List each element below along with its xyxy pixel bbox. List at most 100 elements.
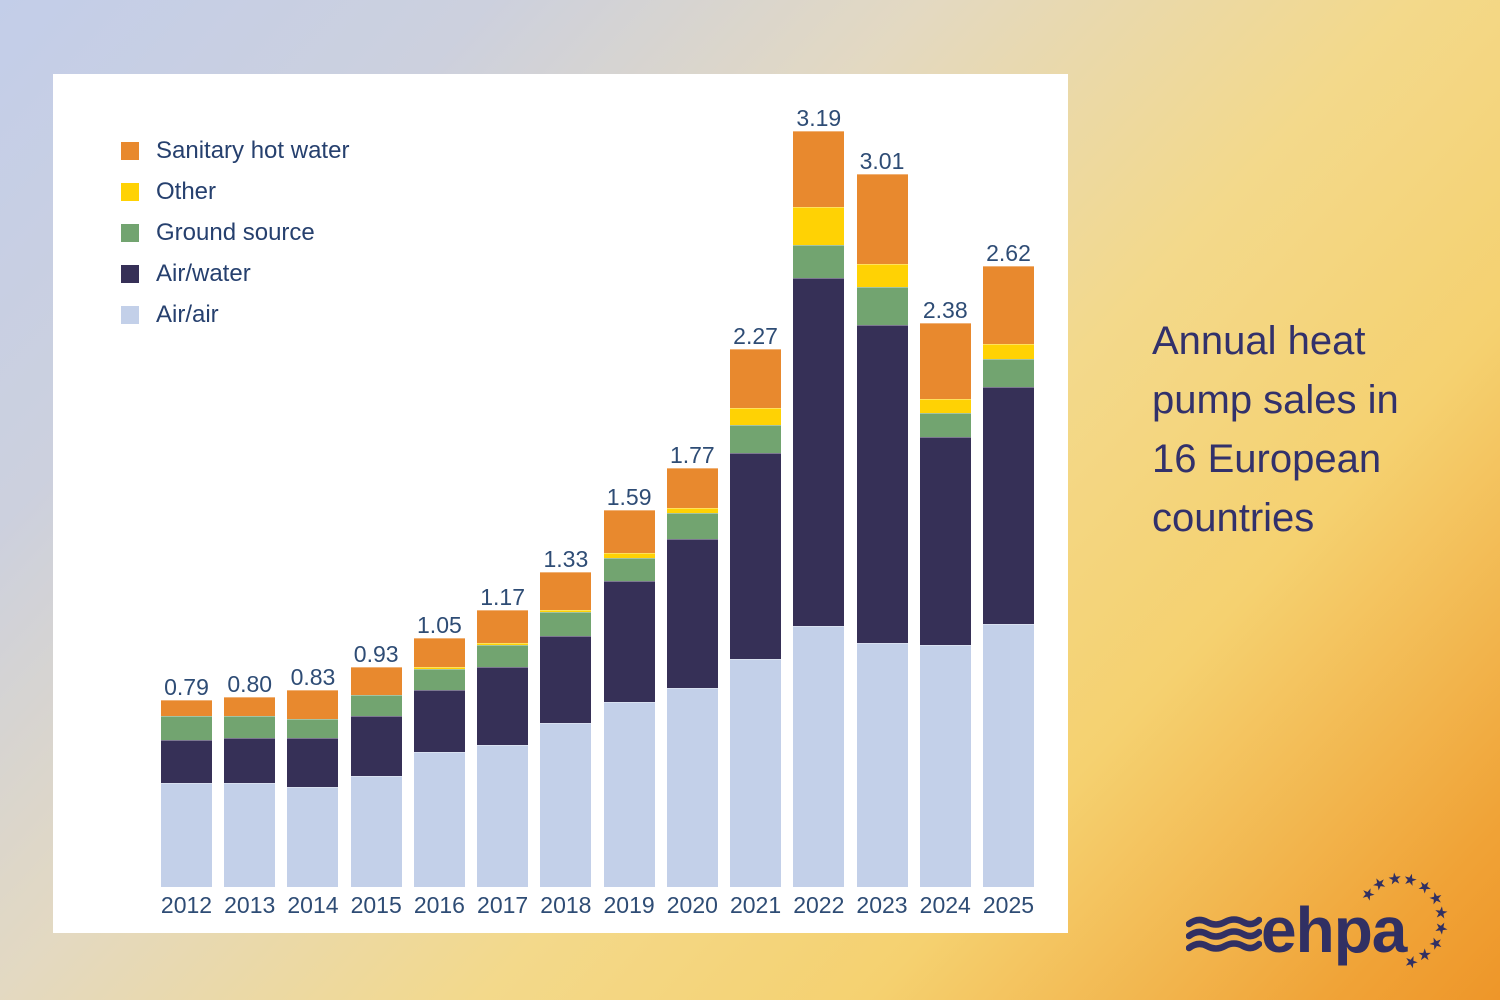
segment-air-water	[603, 581, 655, 703]
segment-sanitary-hot-water	[477, 609, 529, 643]
segment-air-air	[730, 659, 782, 887]
legend-swatch-air-water	[121, 264, 139, 283]
segment-ground-source	[982, 358, 1034, 387]
x-axis-label: 2014	[287, 892, 339, 918]
segment-air-air	[413, 751, 465, 887]
segment-air-air	[793, 626, 845, 887]
segment-air-air	[161, 782, 212, 887]
bar-total-label: 0.80	[227, 671, 273, 698]
segment-sanitary-hot-water	[856, 173, 908, 264]
bar-total-label: 1.33	[543, 545, 589, 572]
segment-air-air	[350, 775, 402, 887]
segment-other	[413, 666, 465, 669]
segment-ground-source	[540, 612, 592, 636]
segment-air-water	[793, 277, 845, 627]
segment-sanitary-hot-water	[224, 697, 276, 717]
bar-2019	[603, 510, 655, 887]
legend-item: Sanitary hot water	[121, 130, 349, 171]
segment-sanitary-hot-water	[666, 467, 718, 508]
eu-star-icon: ★	[1401, 870, 1420, 891]
legend-item: Ground source	[121, 212, 349, 253]
waves-icon	[1186, 916, 1262, 952]
chart-panel: Sanitary hot water Other Ground source Air/…	[53, 74, 1068, 933]
segment-sanitary-hot-water	[350, 666, 402, 696]
segment-air-water	[413, 690, 465, 752]
eu-star-icon: ★	[1413, 943, 1436, 966]
infographic-title: Annual heat pump sales in 16 European co…	[1152, 319, 1399, 540]
segment-air-air	[666, 687, 718, 887]
segment-air-water	[666, 538, 718, 688]
eu-star-icon: ★	[1431, 919, 1451, 938]
x-axis-label: 2025	[982, 892, 1035, 918]
segment-ground-source	[224, 716, 276, 738]
eu-star-icon: ★	[1431, 904, 1451, 922]
legend-item-label: Air/air	[156, 300, 219, 328]
x-axis-label: 2019	[603, 892, 655, 918]
eu-star-icon: ★	[1423, 888, 1447, 910]
x-axis-label: 2013	[224, 892, 276, 918]
segment-air-air	[224, 782, 276, 887]
segment-air-water	[287, 737, 339, 788]
segment-sanitary-hot-water	[161, 699, 212, 717]
segment-air-water	[919, 436, 971, 646]
segment-air-water	[224, 737, 276, 783]
bar-2017	[477, 609, 529, 887]
bar-2015	[350, 666, 402, 887]
bar-total-label: 1.59	[606, 484, 652, 511]
bar-2021	[730, 349, 782, 887]
legend-item-label: Ground source	[156, 218, 315, 246]
segment-sanitary-hot-water	[982, 266, 1034, 345]
segment-air-water	[856, 325, 908, 643]
legend-item: Air/water	[121, 253, 349, 294]
segment-air-air	[477, 744, 529, 887]
segment-ground-source	[413, 668, 465, 691]
bar-2014	[287, 690, 339, 887]
bar-2020	[666, 467, 718, 887]
segment-sanitary-hot-water	[287, 690, 339, 719]
segment-ground-source	[730, 424, 782, 454]
segment-air-air	[603, 702, 655, 887]
segment-air-air	[540, 723, 592, 887]
bar-2024	[919, 322, 971, 887]
legend-item-label: Air/water	[156, 259, 251, 287]
segment-other	[477, 642, 529, 646]
x-axis-label: 2022	[793, 892, 845, 918]
bar-total-label: 3.19	[796, 104, 842, 131]
bar-total-label: 2.27	[733, 323, 778, 349]
segment-sanitary-hot-water	[919, 322, 971, 399]
segment-other	[919, 398, 971, 414]
segment-air-air	[287, 787, 339, 887]
legend-swatch-air-air	[121, 305, 139, 324]
legend-swatch-sanitary-hot-water	[121, 141, 139, 160]
bar-2023	[856, 173, 908, 887]
segment-sanitary-hot-water	[603, 510, 655, 553]
segment-air-water	[477, 666, 529, 745]
segment-ground-source	[603, 557, 655, 582]
segment-air-water	[982, 386, 1034, 624]
segment-ground-source	[287, 718, 339, 738]
chart-legend: Sanitary hot water Other Ground source Air/…	[121, 130, 349, 335]
bar-2013	[224, 697, 276, 887]
segment-air-air	[919, 645, 971, 887]
segment-other	[730, 408, 782, 425]
segment-other	[540, 609, 592, 613]
x-axis-label: 2021	[729, 892, 782, 918]
legend-swatch-other	[121, 182, 139, 201]
segment-other	[603, 552, 655, 558]
bar-2012	[161, 699, 212, 887]
bar-total-label: 1.17	[480, 583, 526, 610]
segment-sanitary-hot-water	[413, 638, 465, 667]
segment-other	[982, 344, 1034, 359]
eu-star-icon: ★	[1424, 932, 1447, 954]
segment-air-air	[856, 642, 908, 887]
segment-air-air	[982, 623, 1034, 887]
x-axis-label: 2015	[350, 892, 402, 918]
eu-star-icon: ★	[1357, 883, 1380, 906]
segment-air-water	[161, 740, 212, 783]
legend-item-label: Other	[156, 177, 217, 205]
bar-total-label: 0.83	[290, 664, 336, 691]
bar-2022	[793, 131, 845, 887]
bar-total-label: 0.93	[353, 640, 399, 667]
x-axis-label: 2018	[540, 892, 592, 918]
